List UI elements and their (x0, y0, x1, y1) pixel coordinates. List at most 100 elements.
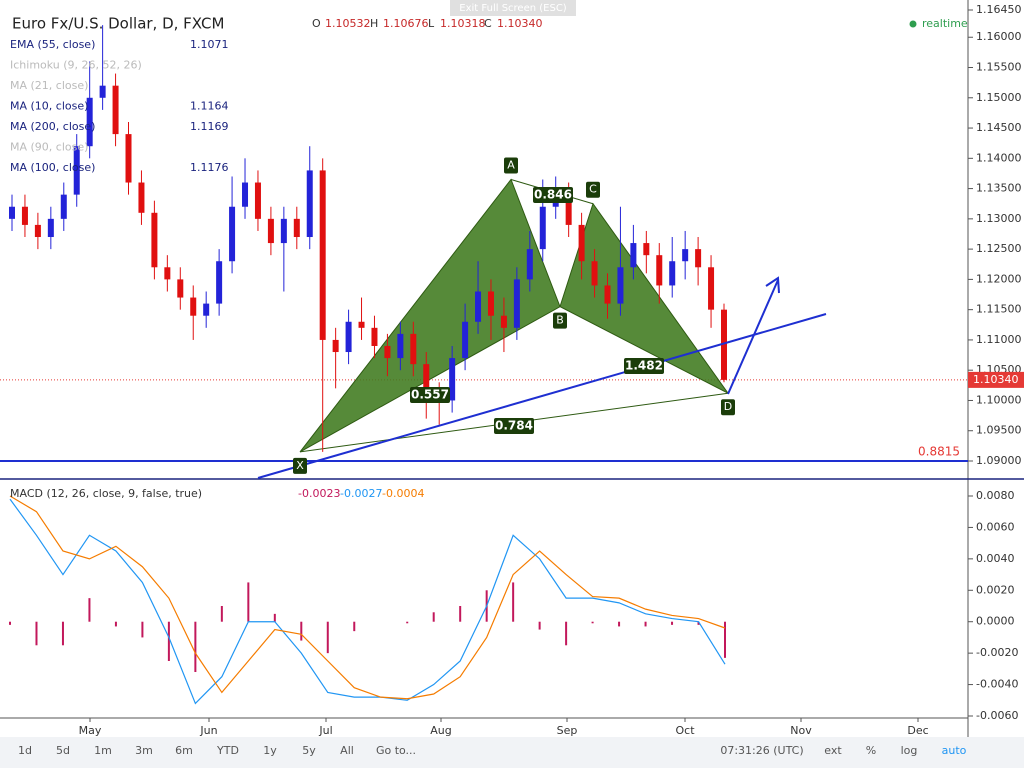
candle-body (73, 146, 80, 195)
macd-hist-bar (591, 621, 594, 624)
ohlc-label: H (370, 17, 378, 30)
y-tick-label: 1.09000 (976, 454, 1022, 467)
toolbar-button[interactable]: log (901, 744, 918, 757)
candle-body (164, 267, 171, 280)
toolbar-button[interactable]: 3m (135, 744, 153, 757)
macd-hist-bar (114, 621, 117, 627)
candle-body (293, 218, 300, 238)
candle-body (138, 182, 145, 213)
toolbar-button[interactable]: 5d (56, 744, 70, 757)
x-tick-label: Dec (907, 724, 928, 737)
bottom-toolbar (0, 737, 1024, 768)
candle-body (591, 261, 598, 286)
toolbar-button[interactable]: auto (942, 744, 967, 757)
macd-hist-bar (406, 621, 409, 624)
toolbar-button[interactable]: 6m (175, 744, 193, 757)
macd-hist-bar (141, 621, 144, 638)
toolbar-button[interactable]: 1y (263, 744, 277, 757)
macd-line (9, 495, 726, 700)
candle-body (177, 279, 184, 298)
y-tick-label: 1.15000 (976, 91, 1022, 104)
pattern-point-badge (293, 457, 307, 474)
y-tick-label: 1.12500 (976, 242, 1022, 255)
pattern-point-badge (553, 312, 567, 329)
macd-line (9, 498, 726, 705)
candle-body (526, 249, 533, 280)
x-tick-label: Jul (318, 724, 332, 737)
macd-hist-value: -0.0023 (298, 487, 340, 500)
toolbar-button[interactable]: YTD (216, 744, 239, 757)
candle-body (151, 212, 158, 268)
macd-hist-bar (565, 621, 568, 646)
candle-body (410, 333, 417, 365)
ratio-badge (410, 387, 450, 403)
candle-body (358, 321, 365, 328)
macd-hist-bar (538, 621, 541, 630)
y-tick-label: 1.13000 (976, 212, 1022, 225)
toolbar-button[interactable]: Go to... (376, 744, 416, 757)
y-tick-label: -0.0040 (976, 678, 1018, 691)
macd-hist-bar (512, 582, 515, 622)
pattern-point-label: D (724, 400, 732, 413)
candle-body (449, 358, 456, 401)
toolbar-button[interactable]: 1d (18, 744, 32, 757)
toolbar-button[interactable]: ext (824, 744, 842, 757)
ratio-badge (494, 418, 534, 434)
pattern-point-badge (721, 399, 735, 416)
toolbar-button[interactable]: 5y (302, 744, 316, 757)
indicator-name: MA (200, close) (10, 120, 95, 133)
ratio-label: 0.784 (495, 419, 533, 433)
macd-hist-bar (273, 613, 276, 622)
ohlc-value: 1.10340 (497, 17, 543, 30)
fullscreen-button[interactable] (450, 0, 576, 16)
candle-body (112, 85, 119, 135)
ohlc-label: L (428, 17, 435, 30)
candle-body (462, 321, 469, 359)
y-tick-label: 0.0040 (976, 552, 1015, 565)
candle-body (500, 315, 507, 328)
macd-hist-bar (61, 621, 64, 646)
candle-body (319, 170, 326, 340)
ratio-label: 0.846 (534, 188, 572, 202)
macd-hist-bar (326, 621, 329, 654)
x-tick-label: Aug (430, 724, 451, 737)
x-tick-label: Nov (790, 724, 812, 737)
fullscreen-text[interactable]: Exit Full Screen (ESC) (459, 3, 567, 14)
candle-body (99, 85, 106, 98)
toolbar-button: 07:31:26 (UTC) (720, 744, 803, 757)
indicator-value: 1.1164 (190, 100, 229, 113)
candle-body (9, 206, 15, 219)
macd-hist-bar (9, 621, 11, 625)
macd-value: -0.0027 (340, 487, 382, 500)
candle-body (539, 206, 546, 250)
candle-body (267, 218, 274, 244)
candle-body (397, 333, 404, 359)
candle-body (254, 182, 261, 219)
y-tick-label: 0.0000 (976, 615, 1015, 628)
ohlc-value: 1.10318 (440, 17, 486, 30)
y-tick-label: 0.0080 (976, 489, 1015, 502)
y-tick-label: 1.09500 (976, 424, 1022, 437)
toolbar-button[interactable]: % (866, 744, 876, 757)
x-tick-label: Jun (199, 724, 217, 737)
toolbar-button[interactable]: All (340, 744, 354, 757)
y-tick-label: 1.11500 (976, 303, 1022, 316)
candle-body (604, 285, 611, 304)
arrow (727, 279, 779, 395)
ohlc-value: 1.10676 (383, 17, 429, 30)
candle-body (190, 297, 197, 316)
macd-hist-bar (353, 621, 356, 632)
macd-hist-bar (432, 612, 435, 622)
candle-body (242, 182, 249, 207)
y-tick-label: 1.14500 (976, 121, 1022, 134)
candle-body (306, 170, 313, 238)
toolbar-button[interactable]: 1m (94, 744, 112, 757)
candle-body (216, 261, 223, 304)
macd-hist-bar (247, 582, 250, 622)
macd-hist-bar (459, 606, 462, 622)
candle-body (721, 309, 727, 380)
y-tick-label: -0.0060 (976, 709, 1018, 722)
y-tick-label: 1.13500 (976, 182, 1022, 195)
ratio-label: 1.482 (625, 359, 663, 373)
